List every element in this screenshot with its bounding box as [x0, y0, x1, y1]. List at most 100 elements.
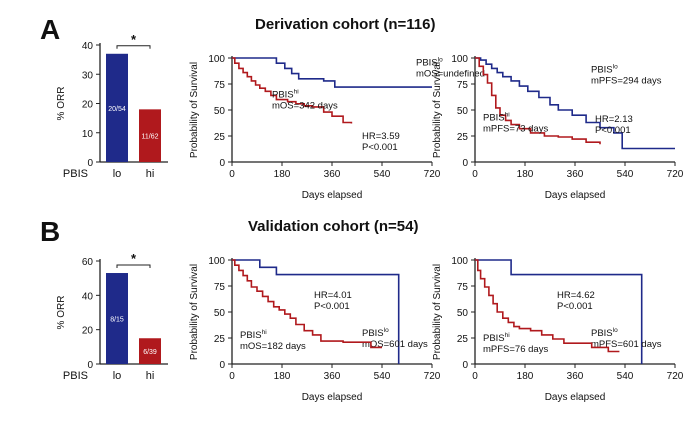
x-axis-label: Days elapsed [302, 190, 363, 201]
significance-star: * [131, 251, 137, 266]
km-curve-lo [232, 259, 400, 364]
x-category-label: hi [146, 168, 155, 180]
series-label-lo: PBISlo [591, 327, 618, 339]
group-label: PBIS [63, 370, 88, 382]
y-tick-label: 10 [82, 129, 94, 140]
p-value-label: P<0.001 [595, 125, 631, 136]
panel-letter-a: A [40, 14, 61, 45]
y-tick-label: 40 [82, 291, 94, 302]
series-label-main: PBIS [483, 333, 505, 344]
series-label-main: PBIS [272, 90, 294, 101]
bar-count-label: 20/54 [108, 106, 126, 113]
series-label-sup: hi [505, 332, 510, 339]
y-tick-label: 0 [462, 360, 468, 371]
series-label-lo: PBISlo [416, 56, 443, 68]
y-axis-label: % ORR [56, 296, 67, 330]
x-axis-label: Days elapsed [545, 190, 606, 201]
bar-count-label: 8/15 [110, 317, 124, 324]
series-label-main: PBIS [483, 112, 505, 123]
series-median-label: mOS=undefined [416, 68, 485, 79]
series-label-lo: PBISlo [362, 327, 389, 339]
km-curve-lo [475, 57, 675, 150]
x-category-label: hi [146, 370, 155, 382]
x-tick-label: 360 [324, 371, 341, 382]
x-tick-label: 360 [567, 371, 584, 382]
y-tick-label: 25 [214, 334, 226, 345]
x-tick-label: 180 [517, 371, 534, 382]
p-value-label: P<0.001 [362, 142, 398, 153]
series-label-main: PBIS [362, 328, 384, 339]
series-median-label: mPFS=294 days [591, 76, 662, 87]
bar-hi [139, 338, 161, 364]
significance-bracket [116, 264, 151, 269]
y-tick-label: 0 [462, 158, 468, 169]
series-label-hi: PBIShi [272, 89, 299, 101]
x-tick-label: 180 [517, 169, 534, 180]
x-tick-label: 0 [472, 169, 478, 180]
y-tick-label: 75 [457, 80, 469, 91]
p-value-label: P<0.001 [557, 301, 593, 312]
km-curve-hi [232, 259, 382, 349]
series-label-lo: PBISlo [591, 64, 618, 76]
y-tick-label: 20 [82, 326, 94, 337]
y-axis-label: Probability of Survival [432, 62, 443, 158]
series-label-sup: lo [384, 327, 389, 334]
x-tick-label: 360 [567, 169, 584, 180]
y-tick-label: 0 [87, 360, 93, 371]
km-curve-hi [475, 57, 601, 145]
y-tick-label: 30 [82, 70, 94, 81]
series-label-hi: PBIShi [240, 329, 267, 341]
y-tick-label: 100 [208, 54, 225, 65]
km-curve-hi [232, 57, 353, 124]
y-tick-label: 50 [214, 308, 226, 319]
x-tick-label: 540 [374, 371, 391, 382]
y-tick-label: 40 [82, 41, 94, 52]
bar-hi [139, 109, 161, 162]
series-median-label: mOS=182 days [240, 341, 306, 352]
x-tick-label: 0 [229, 169, 235, 180]
x-tick-label: 720 [667, 169, 684, 180]
y-tick-label: 50 [457, 308, 469, 319]
x-tick-label: 180 [274, 371, 291, 382]
group-label: PBIS [63, 168, 88, 180]
y-tick-label: 0 [219, 158, 225, 169]
hazard-ratio-label: HR=3.59 [362, 131, 400, 142]
x-tick-label: 0 [229, 371, 235, 382]
y-tick-label: 0 [219, 360, 225, 371]
x-category-label: lo [113, 370, 122, 382]
series-median-label: mPFS=601 days [591, 339, 662, 350]
km-curve-lo [475, 259, 643, 364]
bar-lo [106, 273, 128, 364]
km-curve-lo [232, 57, 432, 88]
bar-count-label: 11/62 [142, 134, 159, 141]
hazard-ratio-label: HR=2.13 [595, 114, 633, 125]
y-tick-label: 50 [457, 106, 469, 117]
derivation-cohort-title: Derivation cohort (n=116) [255, 16, 436, 33]
y-tick-label: 25 [457, 334, 469, 345]
hazard-ratio-label: HR=4.62 [557, 290, 595, 301]
series-median-label: mOS=601 days [362, 339, 428, 350]
x-tick-label: 720 [424, 169, 441, 180]
y-tick-label: 100 [451, 54, 468, 65]
x-tick-label: 540 [374, 169, 391, 180]
x-tick-label: 720 [667, 371, 684, 382]
series-label-main: PBIS [416, 57, 438, 68]
y-tick-label: 25 [457, 132, 469, 143]
x-tick-label: 360 [324, 169, 341, 180]
series-label-hi: PBIShi [483, 332, 510, 344]
x-axis-label: Days elapsed [302, 392, 363, 403]
x-tick-label: 720 [424, 371, 441, 382]
p-value-label: P<0.001 [314, 301, 350, 312]
series-median-label: mOS=342 days [272, 101, 338, 112]
series-label-sup: hi [294, 89, 299, 96]
panel-letter-b: B [40, 216, 61, 247]
y-tick-label: 75 [214, 282, 226, 293]
series-label-sup: lo [438, 56, 443, 63]
series-label-sup: hi [262, 329, 267, 336]
y-tick-label: 25 [214, 132, 226, 143]
x-tick-label: 540 [617, 169, 634, 180]
y-tick-label: 60 [82, 257, 94, 268]
series-label-sup: lo [613, 64, 618, 71]
series-label-main: PBIS [591, 65, 613, 76]
series-median-label: mPFS=76 days [483, 344, 548, 355]
